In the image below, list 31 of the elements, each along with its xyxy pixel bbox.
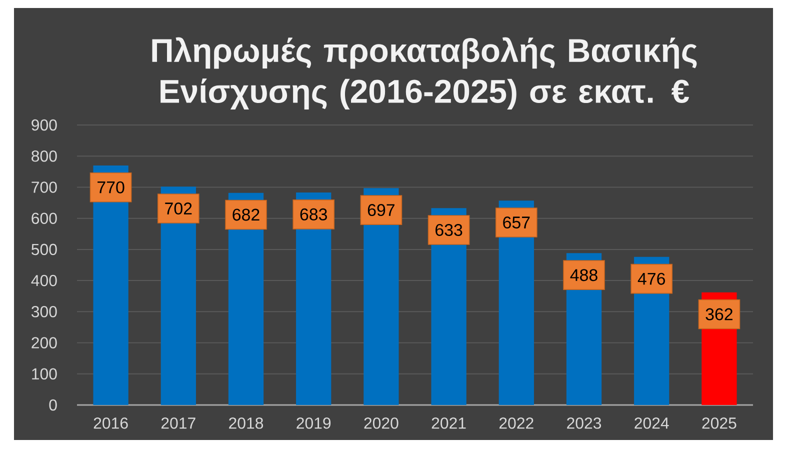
x-tick-label: 2025 (702, 418, 736, 429)
y-tick-label: 0 (49, 399, 57, 411)
x-tick-label: 2020 (364, 418, 398, 429)
y-tick-label: 500 (32, 244, 57, 256)
x-tick-label: 2022 (499, 418, 534, 429)
y-tick-label: 300 (31, 306, 57, 318)
data-label: 488 (570, 269, 598, 282)
x-tick-label: 2017 (161, 418, 196, 429)
y-tick-label: 900 (32, 119, 57, 131)
x-tick-label: 2023 (567, 418, 602, 429)
data-label: 697 (368, 204, 394, 216)
x-tick-label: 2019 (296, 418, 331, 429)
y-tick-label: 200 (32, 337, 57, 348)
data-label: 683 (300, 208, 327, 220)
y-tick-label: 800 (32, 150, 57, 162)
data-label: 362 (706, 308, 732, 320)
x-tick-label: 2021 (432, 418, 466, 429)
y-tick-label: 700 (32, 182, 57, 193)
x-tick-label: 2016 (94, 418, 128, 429)
data-label: 633 (436, 224, 462, 236)
y-tick-label: 100 (32, 368, 57, 380)
data-label: 702 (165, 202, 192, 215)
y-tick-label: 400 (31, 274, 57, 286)
chart-title: Πληρωμές προκαταβολής Βασικής Ενίσχυσης (2016-2025) σε εκατ. € (152, 37, 697, 110)
y-tick-label: 600 (32, 212, 57, 224)
data-label: 476 (638, 272, 665, 285)
x-tick-label: 2018 (229, 418, 264, 429)
data-label: 682 (232, 208, 260, 221)
data-label: 657 (503, 216, 530, 229)
data-label: 770 (98, 181, 124, 194)
x-tick-label: 2024 (634, 418, 669, 429)
